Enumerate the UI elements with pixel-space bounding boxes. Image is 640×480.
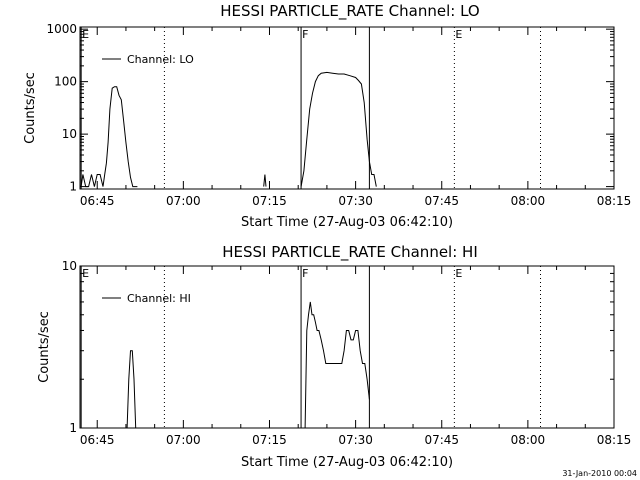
footer-timestamp: 31-Jan-2010 00:04 xyxy=(562,469,637,478)
plot-frame xyxy=(79,26,615,190)
chart-title: HESSI PARTICLE_RATE Channel: HI xyxy=(222,243,478,262)
event-marker-label: E xyxy=(455,28,462,41)
x-tick-label: 07:15 xyxy=(252,433,287,447)
x-tick-label: 07:30 xyxy=(338,194,373,208)
data-series-line xyxy=(80,86,138,188)
data-series-line xyxy=(126,350,138,429)
legend-label: Channel: HI xyxy=(127,292,191,305)
y-tick-label: 10 xyxy=(62,127,77,141)
x-tick-label: 06:45 xyxy=(80,194,115,208)
event-marker-label: F xyxy=(302,267,308,280)
y-tick-label: 1 xyxy=(69,180,77,194)
data-series-line xyxy=(263,174,267,187)
x-tick-label: 07:15 xyxy=(252,194,287,208)
x-axis-label: Start Time (27-Aug-03 06:42:10) xyxy=(241,455,453,470)
y-tick-label: 10 xyxy=(62,259,77,273)
event-marker-label: E xyxy=(455,267,462,280)
event-marker-label: F xyxy=(302,28,308,41)
x-tick-label: 07:00 xyxy=(166,433,201,447)
x-tick-label: 08:00 xyxy=(511,194,546,208)
x-tick-label: 07:30 xyxy=(338,433,373,447)
event-marker-label: E xyxy=(82,28,89,41)
chart-title: HESSI PARTICLE_RATE Channel: LO xyxy=(220,2,479,21)
event-marker-label: E xyxy=(82,267,89,280)
x-axis-label: Start Time (27-Aug-03 06:42:10) xyxy=(241,215,453,230)
chart-hi-channel: HESSI PARTICLE_RATE Channel: HI Counts/s… xyxy=(37,243,631,470)
y-tick-label: 100 xyxy=(54,75,77,89)
x-tick-label: 07:45 xyxy=(424,433,459,447)
x-tick-label: 07:00 xyxy=(166,194,201,208)
y-axis-label: Counts/sec xyxy=(37,311,52,383)
x-tick-label: 08:15 xyxy=(597,433,632,447)
y-tick-label: 1 xyxy=(69,421,77,435)
y-tick-label: 1000 xyxy=(46,22,77,36)
y-axis-label: Counts/sec xyxy=(23,72,38,144)
plot-frame xyxy=(79,265,615,429)
x-tick-label: 06:45 xyxy=(80,433,115,447)
x-tick-label: 07:45 xyxy=(424,194,459,208)
legend-label: Channel: LO xyxy=(127,53,194,66)
data-series-line xyxy=(304,301,370,429)
x-tick-label: 08:00 xyxy=(511,433,546,447)
data-series-line xyxy=(300,71,377,187)
chart-lo-channel: HESSI PARTICLE_RATE Channel: LO Counts/s… xyxy=(23,2,631,230)
x-tick-label: 08:15 xyxy=(597,194,632,208)
